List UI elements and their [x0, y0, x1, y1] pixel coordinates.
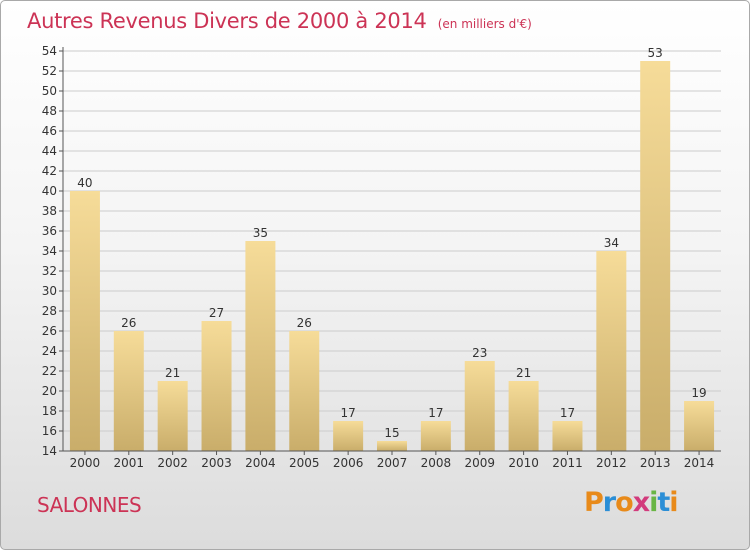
x-tick-label: 2005 [289, 456, 320, 470]
y-tick-label: 32 [42, 264, 57, 278]
y-tick-label: 44 [42, 144, 57, 158]
bar-value-label: 27 [209, 306, 224, 320]
y-tick-label: 54 [42, 44, 57, 58]
x-tick-label: 2003 [201, 456, 232, 470]
logo-letter: t [657, 487, 670, 518]
y-tick-label: 34 [42, 244, 57, 258]
y-tick-label: 18 [42, 404, 57, 418]
y-tick-label: 50 [42, 84, 57, 98]
logo-letter: x [632, 487, 650, 518]
bar [508, 381, 539, 451]
bar [377, 441, 407, 451]
chart-title: Autres Revenus Divers de 2000 à 2014 [27, 9, 427, 33]
y-tick-label: 24 [42, 344, 57, 358]
logo-letter: r [602, 487, 616, 518]
bar-value-label: 17 [340, 406, 355, 420]
y-tick-label: 16 [42, 424, 57, 438]
x-tick-label: 2002 [157, 456, 188, 470]
y-tick-label: 20 [42, 384, 57, 398]
x-tick-label: 2014 [684, 456, 715, 470]
bar-value-label: 21 [516, 366, 531, 380]
bar [201, 321, 232, 451]
bar [552, 421, 583, 451]
bar [157, 381, 188, 451]
proxiti-logo: Proxiti [584, 487, 679, 518]
bar-value-label: 17 [428, 406, 443, 420]
bar [420, 421, 451, 451]
x-tick-label: 2013 [640, 456, 671, 470]
logo-letter: i [649, 487, 658, 518]
title-block: Autres Revenus Divers de 2000 à 2014 (en… [27, 9, 532, 33]
logo-letter: o [615, 487, 634, 518]
chart-subtitle: (en milliers d'€) [437, 17, 532, 31]
bar [596, 251, 627, 451]
bar-value-label: 17 [560, 406, 575, 420]
y-tick-label: 36 [42, 224, 57, 238]
x-tick-label: 2004 [245, 456, 276, 470]
x-tick-label: 2011 [552, 456, 583, 470]
bar-value-label: 19 [691, 386, 706, 400]
bar [113, 331, 144, 451]
y-tick-label: 38 [42, 204, 57, 218]
logo-letter: P [584, 487, 604, 518]
y-tick-label: 52 [42, 64, 57, 78]
bar-value-label: 26 [297, 316, 312, 330]
x-tick-label: 2010 [508, 456, 539, 470]
bar [684, 401, 715, 451]
x-tick-label: 2009 [464, 456, 495, 470]
logo-letter: i [669, 487, 678, 518]
x-tick-label: 2001 [114, 456, 145, 470]
bar-value-label: 15 [384, 426, 399, 440]
y-tick-label: 42 [42, 164, 57, 178]
bar-value-label: 26 [121, 316, 136, 330]
axes: 14 16 18 20 22 24 26 28 30 32 34 36 38 40 42 44 46 48 50 52… [42, 44, 721, 470]
x-tick-label: 2000 [70, 456, 101, 470]
y-tick-label: 48 [42, 104, 57, 118]
bar [640, 61, 671, 451]
bar-value-label: 34 [604, 236, 619, 250]
y-tick-label: 40 [42, 184, 57, 198]
y-tick-label: 26 [42, 324, 57, 338]
bar [289, 331, 320, 451]
x-tick-label: 2012 [596, 456, 627, 470]
bar-value-label: 35 [253, 226, 268, 240]
x-tick-label: 2007 [377, 456, 408, 470]
commune-name: SALONNES [37, 493, 142, 517]
bar-value-label: 21 [165, 366, 180, 380]
x-tick-label: 2008 [421, 456, 452, 470]
bar-value-label: 23 [472, 346, 487, 360]
bar-value-label: 40 [77, 176, 92, 190]
y-tick-label: 46 [42, 124, 57, 138]
bar [69, 191, 100, 451]
bar [333, 421, 364, 451]
bar-value-label: 53 [648, 46, 663, 60]
x-tick-label: 2006 [333, 456, 364, 470]
y-tick-label: 22 [42, 364, 57, 378]
bars: 40 26 21 27 35 26 17 15 17 23 21 17 34 53 19 [69, 46, 715, 451]
bar [245, 241, 276, 451]
bar [464, 361, 495, 451]
y-tick-label: 28 [42, 304, 57, 318]
y-tick-label: 14 [42, 444, 57, 458]
y-tick-label: 30 [42, 284, 57, 298]
